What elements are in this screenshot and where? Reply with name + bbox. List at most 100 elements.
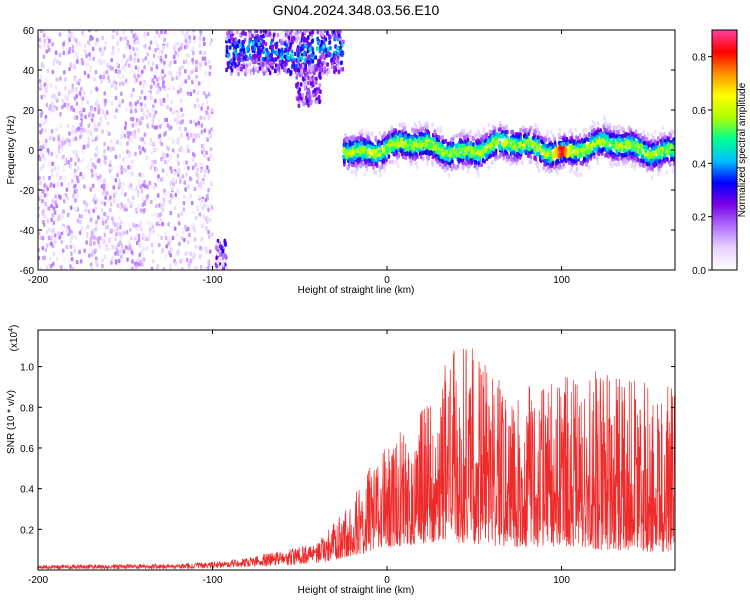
spectrogram-cell — [660, 146, 663, 151]
spectrogram-cell — [83, 48, 86, 54]
spectrogram-cell — [446, 156, 449, 161]
spectrogram-cell — [455, 133, 459, 138]
spectrogram-cell — [598, 132, 602, 137]
spectrogram-cell — [97, 60, 100, 65]
spectrogram-cell — [499, 123, 502, 128]
spectrogram-cell — [349, 157, 352, 162]
spectrogram-cell — [194, 266, 198, 270]
spectrogram-cell — [50, 108, 54, 113]
spectrogram-cell — [328, 40, 332, 45]
spectrogram-cell — [405, 146, 409, 151]
spectrogram-cell — [204, 136, 208, 141]
spectrogram-cell — [599, 128, 602, 133]
spectrogram-cell — [124, 125, 127, 130]
spectrogram-cell — [129, 247, 132, 252]
spectrogram-cell — [109, 208, 112, 213]
spectrogram-cell — [163, 60, 166, 66]
spectrogram-cell — [494, 151, 497, 156]
spectrogram-cell — [257, 41, 261, 47]
spectrogram-cell — [290, 30, 293, 34]
spectrogram-cell — [155, 146, 158, 152]
spectrogram-cell — [206, 165, 209, 170]
spectrogram-cell — [135, 233, 138, 238]
spectrogram-cell — [296, 30, 299, 34]
spectrogram-cell — [644, 148, 648, 153]
spectrogram-cell — [86, 129, 90, 135]
spectrogram-cell — [99, 116, 102, 121]
spectrogram-cell — [579, 153, 582, 158]
spectrogram-cell — [143, 44, 146, 49]
spectrogram-cell — [314, 67, 318, 72]
spectrogram-cell — [153, 148, 156, 153]
spectrogram-cell — [97, 215, 100, 220]
spectrogram-cell — [523, 128, 526, 134]
spectrogram-cell — [439, 141, 442, 146]
spectrogram-cell — [66, 123, 70, 128]
spectrogram-cell — [40, 62, 44, 67]
spectrogram-cell — [346, 144, 350, 149]
spectrogram-cell — [149, 231, 152, 236]
spectrogram-cell — [262, 71, 266, 76]
spectrogram-cell — [118, 164, 121, 170]
spectrogram-cell — [102, 109, 105, 114]
spectrogram-cell — [96, 99, 99, 104]
spectrogram-cell — [103, 201, 107, 206]
spectrogram-cell — [636, 157, 640, 162]
spectrogram-cell — [43, 183, 47, 188]
spectrogram-cell — [662, 142, 666, 147]
spectrogram-cell — [53, 107, 56, 113]
spectrogram-cell — [52, 251, 55, 257]
spectrogram-cell — [174, 50, 177, 56]
spectrogram-cell — [528, 140, 532, 146]
spectrogram-cell — [137, 128, 140, 133]
spectrogram-cell — [85, 53, 88, 59]
spectrogram-cell — [113, 222, 117, 227]
spectrogram-cell — [483, 148, 487, 153]
spectrogram-cell — [104, 155, 107, 161]
spectrogram-cell — [299, 82, 303, 87]
spectrogram-cell — [57, 136, 60, 142]
spectrogram-cell — [443, 146, 447, 152]
spectrogram-cell — [418, 120, 421, 125]
spectrogram-cell — [451, 137, 455, 142]
spectrogram-cell — [192, 255, 195, 261]
spectrogram-cell — [207, 92, 211, 97]
spectrogram-cell — [149, 137, 153, 142]
spectrogram-cell — [126, 141, 129, 146]
spectrogram-cell — [156, 55, 160, 61]
spectrogram-cell — [309, 47, 312, 53]
spectrogram-cell — [158, 49, 161, 54]
spectrogram-cell — [58, 32, 62, 37]
spectrogram-cell — [423, 145, 427, 150]
spectrogram-cell — [174, 42, 177, 48]
spectrogram-cell — [176, 89, 180, 95]
spectrogram-cell — [138, 105, 141, 110]
spectrogram-cell — [177, 161, 180, 166]
spectrogram-cell — [403, 125, 407, 130]
spectrogram-cell — [427, 155, 431, 161]
spectrogram-cell — [48, 38, 51, 44]
spectrogram-cell — [87, 123, 91, 129]
spectrogram-cell — [306, 98, 309, 104]
spectrogram-cell — [200, 123, 204, 128]
spectrogram-cell — [650, 158, 653, 163]
spectrogram-cell — [330, 58, 333, 63]
spectrogram-cell — [154, 48, 157, 53]
spectrogram-cell — [549, 151, 552, 157]
spectrogram-cell — [53, 210, 57, 215]
spectrogram-cell — [586, 154, 590, 159]
spectrogram-cell — [48, 227, 51, 232]
spectrogram-cell — [149, 95, 153, 101]
spectrogram-cell — [307, 35, 310, 40]
spectrogram-cell — [94, 152, 97, 158]
spectrogram-cell — [270, 34, 274, 40]
spectrogram-cell — [316, 46, 319, 51]
spectrogram-cell — [333, 55, 337, 61]
spectrogram-cell — [456, 164, 460, 169]
spectrogram-cell — [215, 264, 218, 269]
spectrogram-cell — [94, 70, 98, 75]
spectrogram-cell — [333, 30, 336, 35]
spectrogram-cell — [136, 257, 140, 263]
spectrogram-cell — [135, 240, 139, 246]
spectrogram-cell — [89, 187, 92, 192]
